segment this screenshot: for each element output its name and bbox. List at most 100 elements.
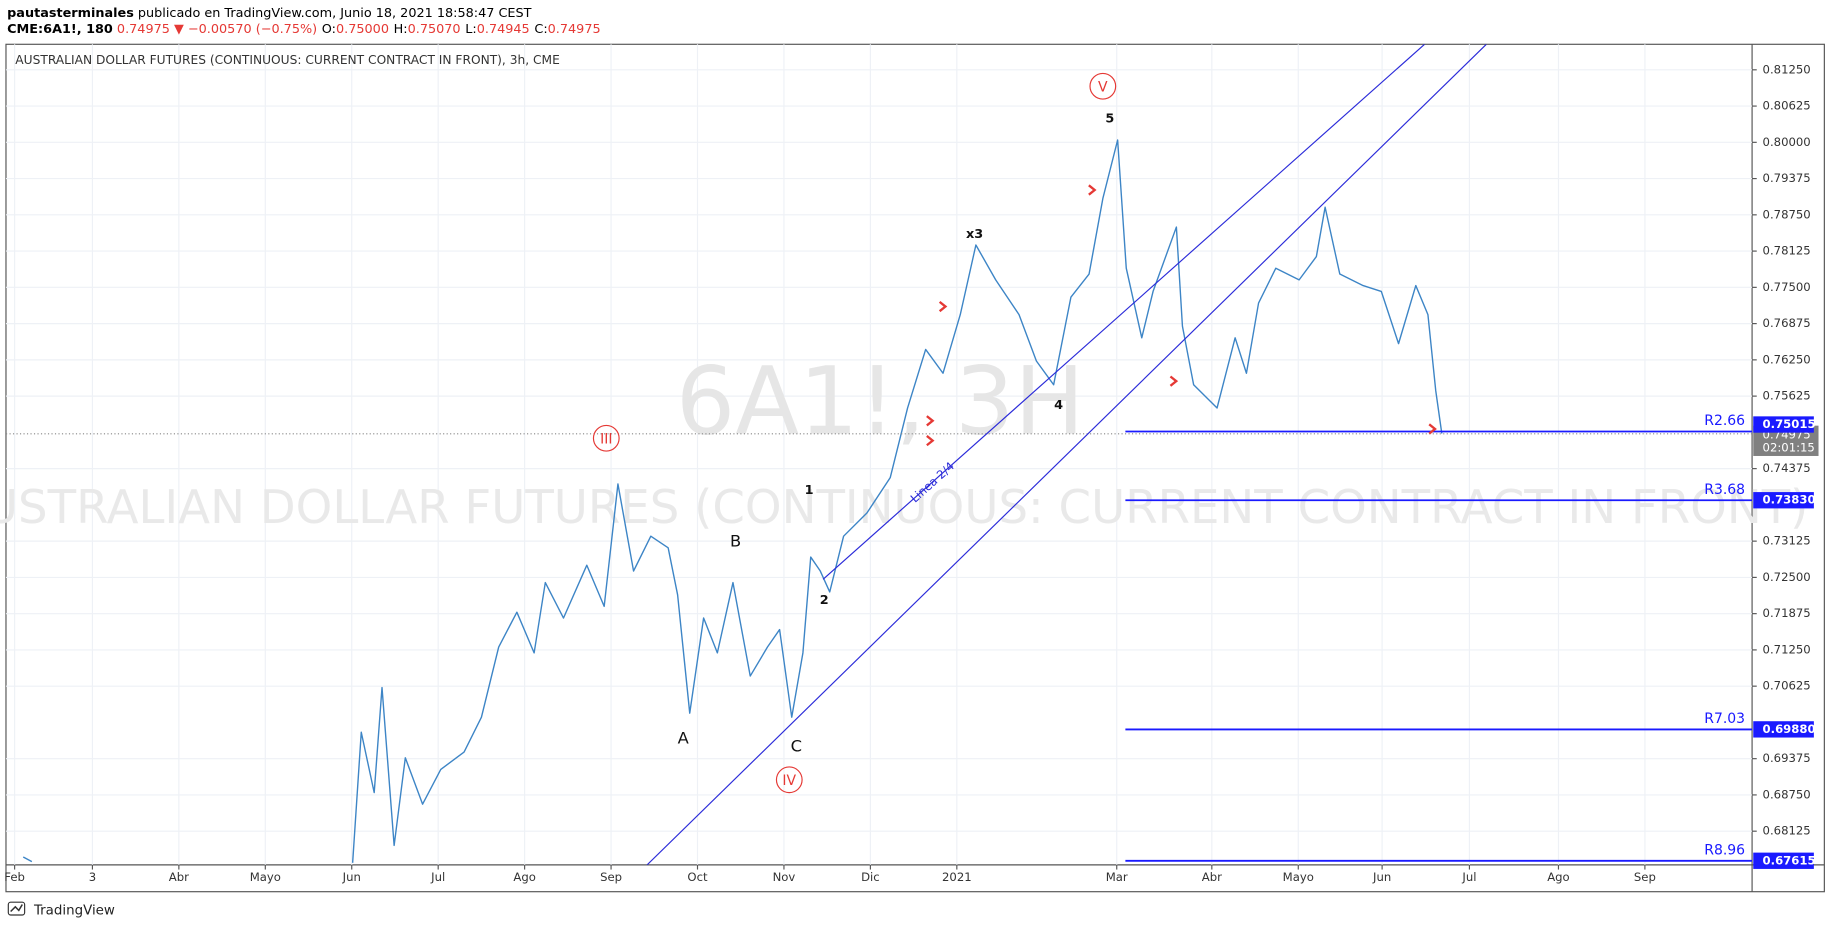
x-tick-label: Abr: [1202, 870, 1222, 884]
y-tick-label: 0.78750: [1763, 207, 1811, 221]
trend-line: [646, 44, 1487, 865]
level-box: [1753, 721, 1814, 738]
y-tick-label: 0.70625: [1763, 679, 1811, 693]
ohlc-key: C:: [534, 22, 547, 37]
level-label: 0.67615: [1763, 853, 1816, 867]
ohlc-value: 0.74975: [548, 22, 601, 37]
y-tick-label: 0.68750: [1763, 787, 1811, 801]
header-line-2: CME:6A1!, 180 0.74975 ▼ −0.00570 (−0.75%…: [7, 22, 600, 37]
y-tick-label: 0.78125: [1763, 244, 1811, 258]
countdown: 02:01:15: [1763, 440, 1815, 454]
x-tick-label: Jun: [1372, 870, 1391, 884]
author: pautasterminales: [7, 5, 134, 20]
frame: [5, 43, 1825, 893]
x-tick-label: Mar: [1106, 870, 1128, 884]
ohlc-value: 0.75000: [336, 22, 389, 37]
y-tick-label: 0.81250: [1763, 62, 1811, 76]
brand: TradingView: [33, 903, 115, 918]
chevron: [1088, 184, 1097, 196]
y-tick-label: 0.80000: [1763, 135, 1811, 149]
x-tick-label: Jul: [1461, 870, 1476, 884]
wave-label: 5: [1105, 111, 1114, 126]
wave-label: C: [791, 737, 802, 756]
y-tick-label: 0.72500: [1763, 570, 1811, 584]
symbol: CME:6A1!, 180: [7, 22, 113, 37]
chevron: [926, 415, 935, 427]
chevron: [926, 435, 935, 447]
x-tick-label: Abr: [169, 870, 189, 884]
level-label: 0.69880: [1763, 722, 1816, 736]
y-tick-label: 0.80625: [1763, 99, 1811, 113]
ohlc-key: L:: [465, 22, 476, 37]
level-label: 0.75015: [1763, 417, 1816, 431]
y-tick-label: 0.77500: [1763, 280, 1811, 294]
grid: [5, 44, 1753, 865]
watermark-symbol: 6A1!, 3H: [676, 346, 1085, 455]
x-tick-label: Mayo: [1283, 870, 1314, 884]
y-tick-label: 0.74375: [1763, 461, 1811, 475]
wave-circle: [592, 424, 620, 452]
arrow: ▼: [174, 22, 184, 37]
wave-label: III: [600, 431, 612, 447]
x-tick-label: Nov: [773, 870, 796, 884]
y-tick-label: 0.69375: [1763, 751, 1811, 765]
x-tick-label: Jun: [342, 870, 361, 884]
wave-label: x3: [966, 227, 983, 242]
x-tick-label: Ago: [1547, 870, 1569, 884]
x-tick-label: Ago: [513, 870, 535, 884]
chart-title: AUSTRALIAN DOLLAR FUTURES (CONTINUOUS: C…: [15, 53, 560, 67]
chevron: [1428, 423, 1437, 435]
wave-label: A: [678, 729, 690, 748]
level-box: [1753, 852, 1814, 869]
level-label: 0.73830: [1763, 493, 1816, 507]
chevron: [1169, 375, 1179, 387]
last: 0.74975: [117, 22, 170, 37]
x-tick-label: Dic: [861, 870, 880, 884]
wave-label: 2: [820, 593, 829, 608]
ohlc-key: H:: [394, 22, 408, 37]
y-tick-label: 0.76875: [1763, 316, 1811, 330]
level-name: R8.96: [1704, 842, 1745, 858]
ohlc-key: O:: [322, 22, 336, 37]
x-tick-label: Mayo: [250, 870, 281, 884]
wave-label: 4: [1054, 398, 1063, 413]
y-tick-label: 0.68125: [1763, 824, 1811, 838]
markers: [926, 184, 1437, 447]
ohlc: O:0.75000 H:0.75070 L:0.74945 C:0.74975: [322, 22, 601, 37]
trend-lines: [646, 44, 1487, 865]
trend-line: [822, 44, 1425, 580]
y-tick-label: 0.73125: [1763, 534, 1811, 548]
x-tick-label: Jul: [430, 870, 445, 884]
price-line: [22, 139, 1443, 863]
ohlc-value: 0.75070: [408, 22, 461, 37]
y-tick-label: 0.71875: [1763, 606, 1811, 620]
level-name: R7.03: [1704, 711, 1745, 727]
wave-label: B: [730, 532, 741, 551]
x-tick-label: 2021: [942, 870, 972, 884]
y-tick-label: 0.76250: [1763, 352, 1811, 366]
chevron: [938, 300, 948, 313]
wave-circle: [775, 766, 803, 794]
x-tick-label: Oct: [687, 870, 708, 884]
level-name: R2.66: [1704, 413, 1745, 429]
footer: TradingView: [7, 901, 115, 918]
level-box: [1753, 416, 1814, 433]
ohlc-value: 0.74945: [477, 22, 530, 37]
level-name: R3.68: [1704, 482, 1745, 498]
y-tick-label: 0.71250: [1763, 642, 1811, 656]
header: pautasterminales publicado en TradingVie…: [7, 5, 600, 36]
change: −0.00570 (−0.75%): [188, 22, 317, 37]
wave-circle: [1089, 72, 1117, 100]
wave-label: V: [1098, 79, 1108, 95]
header-line-1: pautasterminales publicado en TradingVie…: [7, 5, 532, 20]
y-tick-label: 0.79375: [1763, 171, 1811, 185]
x-tick-label: Feb: [4, 870, 25, 884]
x-tick-label: Sep: [600, 870, 622, 884]
level-box: [1753, 492, 1814, 509]
wave-label: IV: [782, 773, 796, 789]
y-tick-label: 0.75625: [1763, 389, 1811, 403]
logo-mark: [10, 904, 23, 913]
plot: [5, 139, 1753, 863]
x-tick-label: 3: [89, 870, 96, 884]
